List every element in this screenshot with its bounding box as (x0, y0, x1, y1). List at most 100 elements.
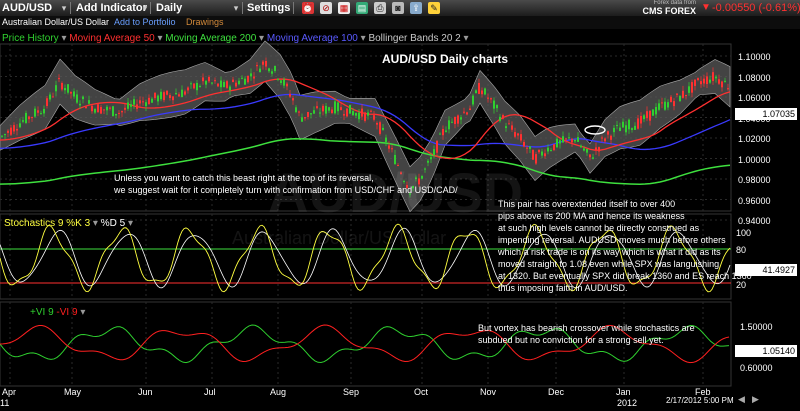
candle-body (313, 110, 315, 114)
candle-body (460, 117, 462, 120)
add-to-portfolio-link[interactable]: Add to Portfolio (114, 17, 176, 27)
legend-vi-plus[interactable]: +VI 9 (30, 307, 54, 318)
candle-body (178, 94, 180, 97)
candle-body (421, 175, 423, 179)
toolbar-divider (293, 2, 294, 14)
candle-body (499, 116, 501, 121)
left-arrow-icon[interactable]: ◀ (738, 394, 745, 404)
candle-body (385, 137, 387, 142)
candle-body (658, 103, 660, 110)
candle-body (121, 111, 123, 113)
toolbar-divider (70, 2, 71, 14)
candle-body (424, 168, 426, 170)
price-axis-tick: 1.10000 (738, 52, 771, 62)
legend-stoch-d[interactable]: %D 5 (100, 218, 126, 229)
candle-body (418, 178, 420, 185)
candle-body (226, 81, 228, 88)
symbol-selector[interactable]: AUD/USD (2, 2, 53, 14)
vi-plus-line (0, 324, 730, 364)
candle-body (442, 128, 444, 136)
grid-icon[interactable]: ▤ (356, 2, 368, 14)
candle-body (277, 78, 279, 80)
candle-body (181, 89, 183, 98)
candle-body (580, 145, 582, 148)
print-icon[interactable]: ⎙ (374, 2, 386, 14)
candle-body (289, 94, 291, 97)
candle-body (727, 88, 729, 90)
candle-body (301, 117, 303, 122)
price-axis-tick: 1.00000 (738, 154, 771, 165)
candle-body (34, 108, 36, 117)
drawings-link[interactable]: Drawings (186, 17, 224, 27)
month-label: Apr (2, 387, 17, 397)
chevron-down-icon[interactable]: ▾ (233, 3, 239, 13)
candle-body (67, 84, 69, 93)
legend-bollinger[interactable]: Bollinger Bands 20 2 (368, 33, 461, 44)
candle-body (268, 68, 270, 72)
chevron-down-icon[interactable]: ▾ (142, 3, 148, 13)
candle-body (463, 111, 465, 113)
candle-body (697, 78, 699, 81)
candle-body (391, 148, 393, 150)
candle-body (715, 76, 717, 79)
candle-body (211, 82, 213, 84)
right-arrow-icon[interactable]: ▶ (752, 394, 759, 404)
candle-body (514, 132, 516, 137)
month-label: Nov (480, 387, 497, 397)
candle-body (325, 105, 327, 114)
add-indicator-button[interactable]: Add Indicator (76, 2, 147, 14)
candle-body (454, 117, 456, 125)
candle-body (97, 104, 99, 113)
candle-body (238, 80, 240, 85)
candle-body (619, 127, 621, 132)
candle-body (550, 150, 552, 152)
candle-body (712, 72, 714, 81)
candle-body (346, 108, 348, 117)
no-entry-icon[interactable]: ⊘ (320, 2, 332, 14)
month-label: Dec (548, 387, 565, 397)
candle-body (622, 121, 624, 128)
candle-body (436, 140, 438, 153)
annotation-line: Unless you want to catch this beast righ… (114, 173, 374, 183)
candle-body (493, 100, 495, 109)
candle-body (136, 104, 138, 109)
candle-body (505, 126, 507, 129)
legend-stoch-k[interactable]: Stochastics 9 %K 3 (4, 218, 91, 229)
calendar-icon[interactable]: ▦ (338, 2, 350, 14)
candle-body (286, 83, 288, 87)
candle-body (700, 81, 702, 85)
candle-body (652, 109, 654, 116)
candle-body (646, 111, 648, 119)
candle-body (103, 109, 105, 111)
candle-body (220, 80, 222, 88)
candle-body (640, 115, 642, 124)
legend-ma100[interactable]: Moving Average 100 (266, 33, 358, 44)
camera-icon[interactable]: ◙ (392, 2, 404, 14)
note-icon[interactable]: ✎ (428, 2, 440, 14)
period-selector[interactable]: Daily (156, 2, 183, 14)
candle-body (607, 131, 609, 135)
candle-body (643, 115, 645, 120)
candle-body (169, 95, 171, 99)
candle-body (334, 101, 336, 114)
candle-body (49, 94, 51, 100)
candle-body (262, 61, 264, 65)
vi-value-label: 1.05140 (735, 345, 797, 357)
chevron-down-icon[interactable]: ▾ (61, 3, 67, 13)
candle-body (367, 112, 369, 116)
candle-body (199, 85, 201, 87)
month-label: May (64, 387, 82, 397)
candle-body (28, 116, 30, 120)
candle-body (403, 181, 405, 183)
candle-body (298, 111, 300, 113)
alarm-icon[interactable]: ⏰ (302, 2, 314, 14)
legend-vi-minus[interactable]: -VI 9 (56, 307, 78, 318)
legend-ma50[interactable]: Moving Average 50 (69, 33, 155, 44)
candle-body (166, 90, 168, 95)
legend-price-history[interactable]: Price History (2, 33, 59, 44)
settings-button[interactable]: Settings (247, 2, 291, 14)
candle-body (133, 99, 135, 105)
candle-body (484, 88, 486, 95)
export-icon[interactable]: ⇪ (410, 2, 422, 14)
legend-ma200[interactable]: Moving Average 200 (165, 33, 257, 44)
